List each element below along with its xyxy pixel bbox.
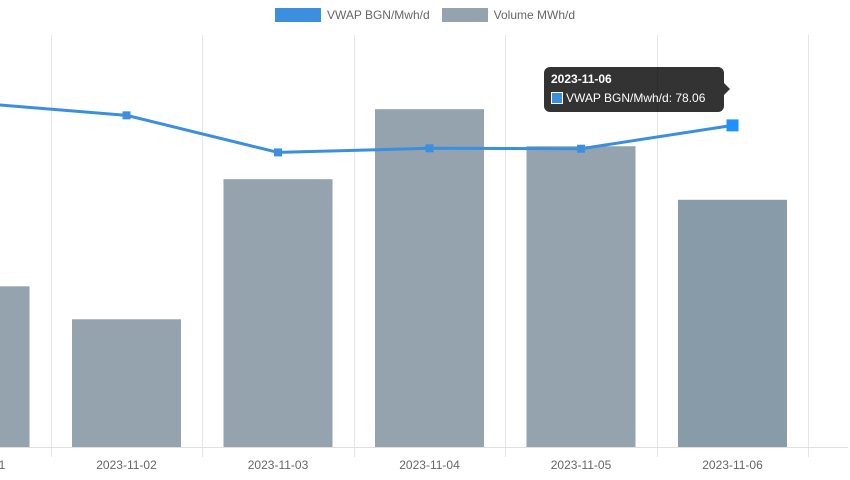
x-tick-label: 2023-11-03 (248, 458, 309, 472)
tooltip-title: 2023-11-06 (551, 72, 612, 86)
volume-bar (72, 319, 181, 447)
volume-bar (375, 109, 484, 447)
volume-bar (0, 286, 30, 447)
chart-tooltip: 2023-11-06 VWAP BGN/Mwh/d: 78.06 (544, 67, 724, 112)
x-axis-labels: 2023-11-01 2023-11-02 2023-11-03 2023-11-04… (0, 458, 763, 472)
volume-bars (0, 109, 787, 448)
x-tick-label: 2023-11-01 (0, 458, 6, 472)
vwap-line (0, 103, 733, 154)
vwap-point (274, 148, 282, 157)
grid-lines (0, 35, 848, 457)
x-tick-label: 2023-11-06 (702, 458, 763, 472)
x-tick-label: 2023-11-05 (551, 458, 612, 472)
volume-bar (678, 199, 787, 447)
x-tick-label: 2023-11-04 (399, 458, 460, 472)
vwap-line-path (0, 103, 733, 154)
vwap-point (577, 144, 585, 153)
tooltip-color-box (551, 92, 563, 104)
volume-bar (526, 146, 636, 448)
vwap-point-active (726, 119, 739, 132)
vwap-points (122, 111, 739, 157)
legend-swatch-vwap (274, 8, 321, 22)
volume-bar (223, 179, 333, 447)
x-tick-label: 2023-11-02 (96, 458, 157, 472)
legend-label-volume: Volume MWh/d (493, 8, 576, 22)
legend-item-volume[interactable]: Volume MWh/d (441, 8, 576, 22)
legend-item-vwap[interactable]: VWAP BGN/Mwh/d (274, 8, 430, 22)
chart-legend: VWAP BGN/Mwh/d Volume MWh/d (0, 8, 850, 22)
vwap-point (425, 144, 434, 153)
tooltip-caret (724, 83, 730, 95)
legend-label-vwap: VWAP BGN/Mwh/d (326, 8, 430, 22)
tooltip-label: VWAP BGN/Mwh/d: 78.06 (566, 91, 706, 105)
legend-swatch-volume (441, 8, 488, 22)
vwap-point (122, 111, 131, 120)
